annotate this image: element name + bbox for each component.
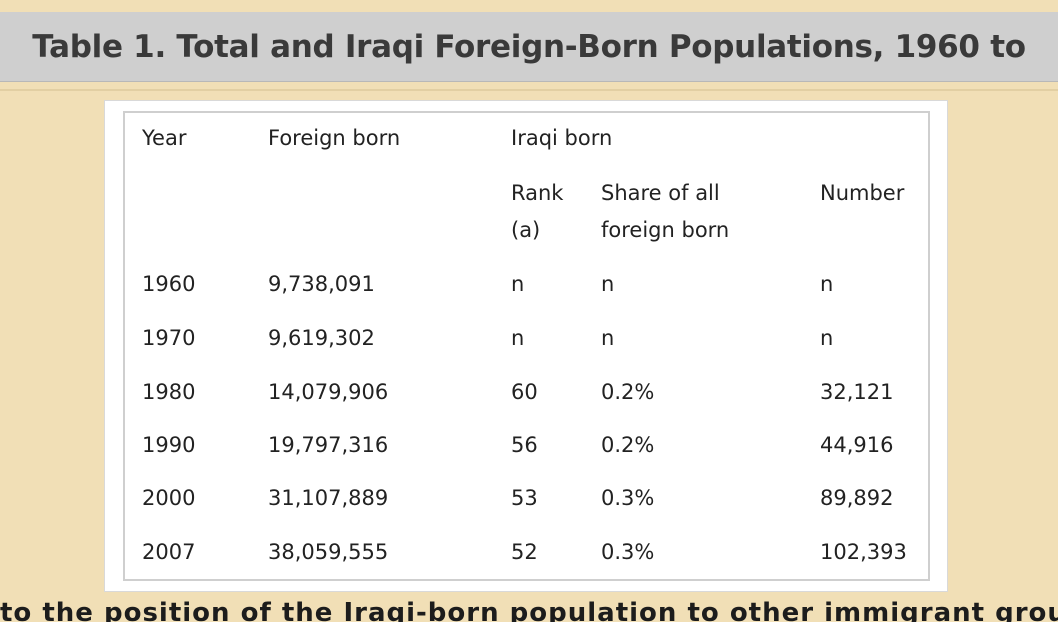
cell-number: n <box>820 326 834 350</box>
cell-foreign-born: 38,059,555 <box>268 540 389 564</box>
cell-year: 1970 <box>142 326 196 350</box>
cell-rank: 53 <box>511 486 538 510</box>
header-number: Number <box>820 181 905 205</box>
body-text-cutoff: to the position of the Iraqi-born popula… <box>0 592 1058 622</box>
header-foreign-born: Foreign born <box>268 126 401 150</box>
cell-foreign-born: 9,619,302 <box>268 326 375 350</box>
cell-number: 89,892 <box>820 486 894 510</box>
header-share-cont: foreign born <box>601 218 730 242</box>
cell-share: 0.2% <box>601 380 655 404</box>
cell-year: 1960 <box>142 272 196 296</box>
cell-rank: 56 <box>511 433 538 457</box>
cell-share: 0.3% <box>601 486 655 510</box>
cell-share: 0.3% <box>601 540 655 564</box>
cell-rank: n <box>511 326 525 350</box>
cell-number: 44,916 <box>820 433 894 457</box>
cell-foreign-born: 19,797,316 <box>268 433 389 457</box>
header-rank-note: (a) <box>511 218 541 242</box>
header-year: Year <box>142 126 187 150</box>
cell-year: 2007 <box>142 540 196 564</box>
data-table <box>123 111 930 581</box>
divider <box>0 89 1058 91</box>
cell-rank: 60 <box>511 380 538 404</box>
cell-number: 102,393 <box>820 540 907 564</box>
body-text-line: to the position of the Iraqi-born popula… <box>0 598 1058 622</box>
cell-share: n <box>601 272 615 296</box>
header-share: Share of all <box>601 181 720 205</box>
cell-number: 32,121 <box>820 380 894 404</box>
cell-foreign-born: 31,107,889 <box>268 486 389 510</box>
cell-foreign-born: 14,079,906 <box>268 380 389 404</box>
cell-share: 0.2% <box>601 433 655 457</box>
header-rank: Rank <box>511 181 564 205</box>
cell-rank: n <box>511 272 525 296</box>
cell-share: n <box>601 326 615 350</box>
cell-foreign-born: 9,738,091 <box>268 272 375 296</box>
cell-rank: 52 <box>511 540 538 564</box>
cell-number: n <box>820 272 834 296</box>
title-bar: Table 1. Total and Iraqi Foreign-Born Po… <box>0 12 1058 135</box>
header-iraqi-born: Iraqi born <box>511 126 613 150</box>
cell-year: 1980 <box>142 380 196 404</box>
cell-year: 2000 <box>142 486 196 510</box>
cell-year: 1990 <box>142 433 196 457</box>
